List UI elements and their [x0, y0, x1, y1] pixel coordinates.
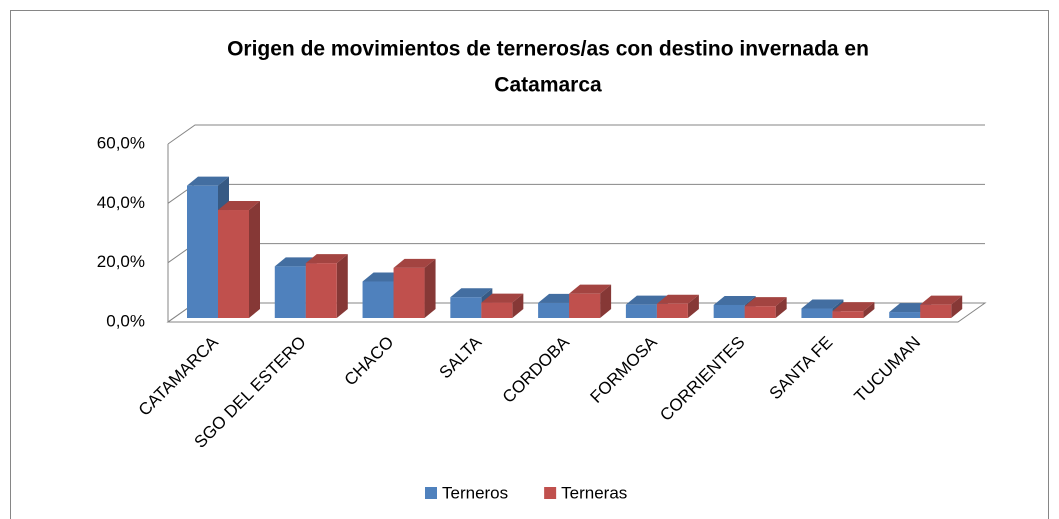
bar	[274, 266, 306, 318]
legend-swatch	[425, 487, 437, 499]
bar	[450, 297, 482, 318]
bar-side	[512, 293, 524, 318]
bar	[481, 302, 513, 318]
bar	[832, 311, 864, 318]
bar	[393, 267, 425, 318]
bar-top	[625, 295, 668, 305]
bar-side	[775, 297, 787, 318]
bar	[362, 281, 394, 318]
bar-top	[744, 297, 787, 307]
bar	[713, 304, 745, 318]
bar	[305, 263, 337, 318]
bar	[187, 185, 218, 318]
y-tick-label: 0,0%	[106, 311, 145, 330]
legend-label: Terneras	[561, 483, 627, 502]
bar-top	[801, 299, 844, 309]
bar	[744, 306, 776, 318]
y-tick-label: 20,0%	[97, 252, 145, 271]
bar-top	[450, 288, 493, 298]
legend-label: Terneros	[442, 483, 508, 502]
bar-top	[569, 284, 612, 294]
bar	[538, 302, 570, 318]
bar-side	[336, 254, 348, 318]
bar-side	[424, 258, 436, 318]
bar-top	[187, 176, 229, 186]
bar	[625, 304, 657, 318]
bar	[656, 303, 688, 318]
bar-top	[218, 201, 260, 211]
bar	[889, 312, 921, 318]
bar-top	[305, 254, 348, 264]
bar-side	[249, 201, 260, 318]
chart-title: Catamarca	[494, 74, 602, 97]
bar-side	[600, 284, 612, 318]
bar-side	[863, 302, 875, 318]
bar-top	[656, 294, 699, 304]
bar-top	[832, 302, 875, 312]
bar-side	[687, 294, 699, 318]
y-tick-label: 40,0%	[97, 193, 145, 212]
bar-top	[393, 258, 436, 268]
bar-top	[481, 293, 524, 303]
y-tick-label: 60,0%	[97, 133, 145, 152]
chart-title: Origen de movimientos de terneros/as con…	[227, 38, 869, 61]
bar	[801, 308, 833, 318]
bar-side	[951, 295, 963, 318]
bar-top	[713, 295, 756, 305]
grid-line	[167, 124, 985, 145]
bar	[218, 210, 249, 318]
bar	[569, 293, 601, 318]
chart-border	[10, 10, 1049, 519]
bar	[920, 304, 952, 318]
bar-top	[920, 295, 963, 305]
legend-swatch	[544, 487, 557, 499]
